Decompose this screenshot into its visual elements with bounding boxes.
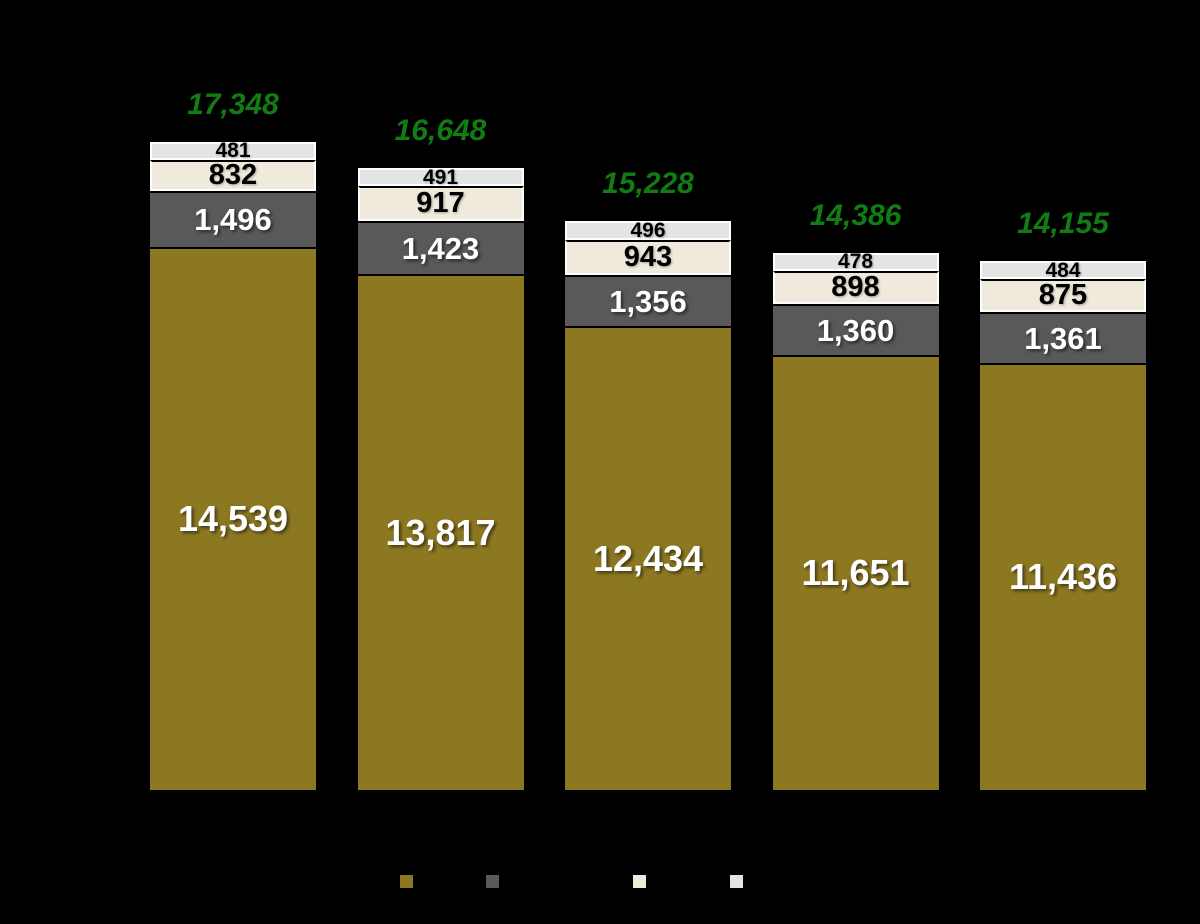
segment-value-label: 478 — [837, 250, 874, 274]
stacked-bar: 496 943 1,356 12,434 — [565, 218, 731, 790]
segment-value-label: 1,361 — [1024, 320, 1102, 356]
bar-segment-cream: 898 — [772, 270, 939, 305]
bar-segment-cream: 875 — [980, 279, 1146, 313]
bar-segment-dark-gray: 1,496 — [150, 191, 316, 247]
segment-value-label: 12,434 — [592, 537, 704, 579]
bar-segment-cream: 917 — [357, 186, 524, 221]
bar-segment-dark-gray: 1,423 — [357, 220, 524, 274]
bar-segment-dark-gray: 1,361 — [980, 312, 1146, 363]
bar-segment-dark-gray: 1,360 — [772, 304, 939, 355]
segment-value-label: 832 — [208, 158, 258, 191]
segment-value-label: 943 — [623, 240, 673, 273]
bar-segment-olive: 12,434 — [565, 325, 731, 790]
segment-value-label: 11,651 — [801, 552, 910, 594]
bar-segment-light-gray: 496 — [565, 218, 731, 242]
total-label: 17,348 — [187, 88, 279, 121]
bar-segment-light-gray: 484 — [980, 258, 1146, 282]
segment-value-label: 14,539 — [177, 498, 289, 540]
segment-value-label: 13,817 — [385, 511, 496, 553]
stacked-bar: 484 875 1,361 11,436 — [980, 258, 1146, 790]
stacked-bar: 491 917 1,423 13,817 — [357, 165, 524, 790]
total-label: 16,648 — [394, 114, 487, 148]
bar-segment-light-gray: 481 — [150, 139, 316, 163]
segment-value-label: 1,356 — [609, 283, 687, 319]
bar-segment-olive: 11,651 — [772, 354, 939, 790]
segment-value-label: 898 — [831, 270, 880, 303]
legend-swatch-light-gray — [730, 875, 743, 888]
stacked-bar: 478 898 1,360 11,651 — [772, 250, 939, 790]
segment-value-label: 484 — [1045, 258, 1081, 282]
bar-segment-cream: 943 — [565, 239, 731, 275]
bar-segment-cream: 832 — [150, 158, 316, 192]
bar-segment-light-gray: 491 — [357, 165, 524, 189]
total-label: 14,155 — [1017, 207, 1109, 241]
segment-value-label: 1,496 — [194, 202, 272, 238]
bar-segment-olive: 14,539 — [150, 246, 316, 790]
segment-value-label: 875 — [1038, 279, 1088, 312]
legend-swatch-dark-gray — [486, 875, 499, 888]
bar-segment-dark-gray: 1,356 — [565, 274, 731, 326]
total-label: 14,386 — [809, 198, 902, 232]
segment-value-label: 496 — [630, 218, 666, 242]
segment-value-label: 11,436 — [1008, 556, 1118, 598]
segment-value-label: 1,360 — [816, 312, 895, 348]
total-label: 15,228 — [602, 167, 694, 201]
stacked-bar: 481 832 1,496 14,539 — [150, 139, 316, 790]
legend-swatch-cream — [633, 875, 646, 888]
segment-value-label: 481 — [215, 139, 251, 163]
segment-value-label: 491 — [422, 165, 459, 189]
segment-value-label: 917 — [416, 187, 465, 220]
segment-value-label: 1,423 — [401, 230, 480, 266]
bar-segment-light-gray: 478 — [772, 250, 939, 274]
bar-segment-olive: 13,817 — [357, 273, 524, 790]
legend-swatch-olive — [400, 875, 413, 888]
bar-segment-olive: 11,436 — [980, 362, 1146, 790]
